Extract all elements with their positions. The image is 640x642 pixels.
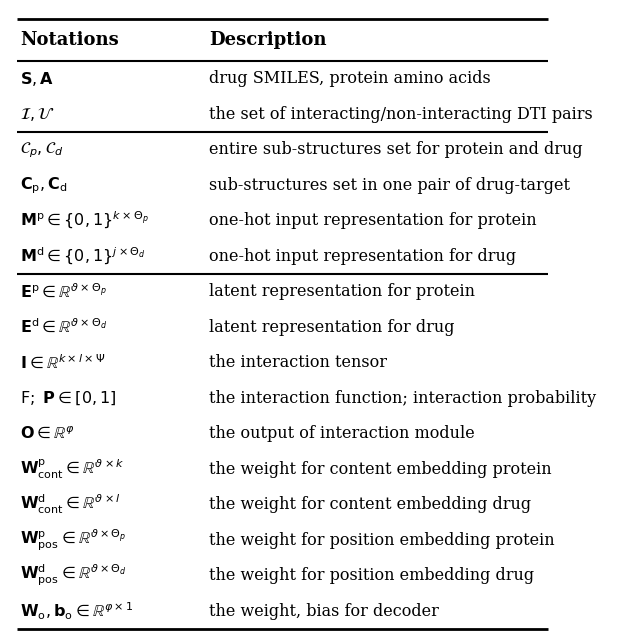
Text: the output of interaction module: the output of interaction module [209,426,475,442]
Text: the weight, bias for decoder: the weight, bias for decoder [209,603,439,620]
Text: $\mathbf{W}_{\mathrm{o}}, \mathbf{b}_{\mathrm{o}} \in \mathbb{R}^{\varphi \times: $\mathbf{W}_{\mathrm{o}}, \mathbf{b}_{\m… [20,601,133,622]
Text: drug SMILES, protein amino acids: drug SMILES, protein amino acids [209,70,491,87]
Text: the interaction tensor: the interaction tensor [209,354,387,371]
Text: one-hot input representation for drug: one-hot input representation for drug [209,248,516,265]
Text: $\mathcal{C}_p, \mathcal{C}_d$: $\mathcal{C}_p, \mathcal{C}_d$ [20,140,63,160]
Text: latent representation for protein: latent representation for protein [209,283,475,300]
Text: the weight for position embedding protein: the weight for position embedding protei… [209,532,555,549]
Text: the weight for content embedding protein: the weight for content embedding protein [209,461,552,478]
Text: latent representation for drug: latent representation for drug [209,319,454,336]
Text: sub-structures set in one pair of drug-target: sub-structures set in one pair of drug-t… [209,177,570,194]
Text: $\mathbf{M}^{\mathrm{d}} \in \{0,1\}^{j \times \Theta_d}$: $\mathbf{M}^{\mathrm{d}} \in \{0,1\}^{j … [20,246,145,267]
Text: $\mathbf{W}^{\mathrm{p}}_{\mathrm{cont}} \in \mathbb{R}^{\vartheta \times k}$: $\mathbf{W}^{\mathrm{p}}_{\mathrm{cont}}… [20,458,124,481]
Text: the set of interacting/non-interacting DTI pairs: the set of interacting/non-interacting D… [209,106,593,123]
Text: Description: Description [209,31,326,49]
Text: Notations: Notations [20,31,118,49]
Text: $\mathbf{C}_{\mathrm{p}}, \mathbf{C}_{\mathrm{d}}$: $\mathbf{C}_{\mathrm{p}}, \mathbf{C}_{\m… [20,175,67,196]
Text: the interaction function; interaction probability: the interaction function; interaction pr… [209,390,596,407]
Text: one-hot input representation for protein: one-hot input representation for protein [209,213,537,229]
Text: the weight for content embedding drug: the weight for content embedding drug [209,496,531,514]
Text: $\mathbf{W}^{\mathrm{p}}_{\mathrm{pos}} \in \mathbb{R}^{\vartheta \times \Theta_: $\mathbf{W}^{\mathrm{p}}_{\mathrm{pos}} … [20,528,126,553]
Text: entire sub-structures set for protein and drug: entire sub-structures set for protein an… [209,141,583,159]
Text: $\mathbf{W}^{\mathrm{d}}_{\mathrm{pos}} \in \mathbb{R}^{\vartheta \times \Theta_: $\mathbf{W}^{\mathrm{d}}_{\mathrm{pos}} … [20,563,127,589]
Text: $\mathbf{S}, \mathbf{A}$: $\mathbf{S}, \mathbf{A}$ [20,70,54,88]
Text: $\mathcal{I}, \mathcal{U}$: $\mathcal{I}, \mathcal{U}$ [20,105,54,123]
Text: the weight for position embedding drug: the weight for position embedding drug [209,568,534,584]
Text: $\mathbf{M}^{\mathrm{p}} \in \{0,1\}^{k \times \Theta_p}$: $\mathbf{M}^{\mathrm{p}} \in \{0,1\}^{k … [20,210,148,231]
Text: $\mathbf{E}^{\mathrm{p}} \in \mathbb{R}^{\vartheta \times \Theta_p}$: $\mathbf{E}^{\mathrm{p}} \in \mathbb{R}^… [20,283,107,300]
Text: $\mathrm{F};\ \mathbf{P} \in [0,1]$: $\mathrm{F};\ \mathbf{P} \in [0,1]$ [20,390,116,407]
Text: $\mathbf{E}^{\mathrm{d}} \in \mathbb{R}^{\vartheta \times \Theta_d}$: $\mathbf{E}^{\mathrm{d}} \in \mathbb{R}^… [20,318,108,336]
Text: $\mathbf{O} \in \mathbb{R}^{\varphi}$: $\mathbf{O} \in \mathbb{R}^{\varphi}$ [20,426,75,442]
Text: $\mathbf{I} \in \mathbb{R}^{k \times l \times \Psi}$: $\mathbf{I} \in \mathbb{R}^{k \times l \… [20,354,105,372]
Text: $\mathbf{W}^{\mathrm{d}}_{\mathrm{cont}} \in \mathbb{R}^{\vartheta \times l}$: $\mathbf{W}^{\mathrm{d}}_{\mathrm{cont}}… [20,493,120,516]
